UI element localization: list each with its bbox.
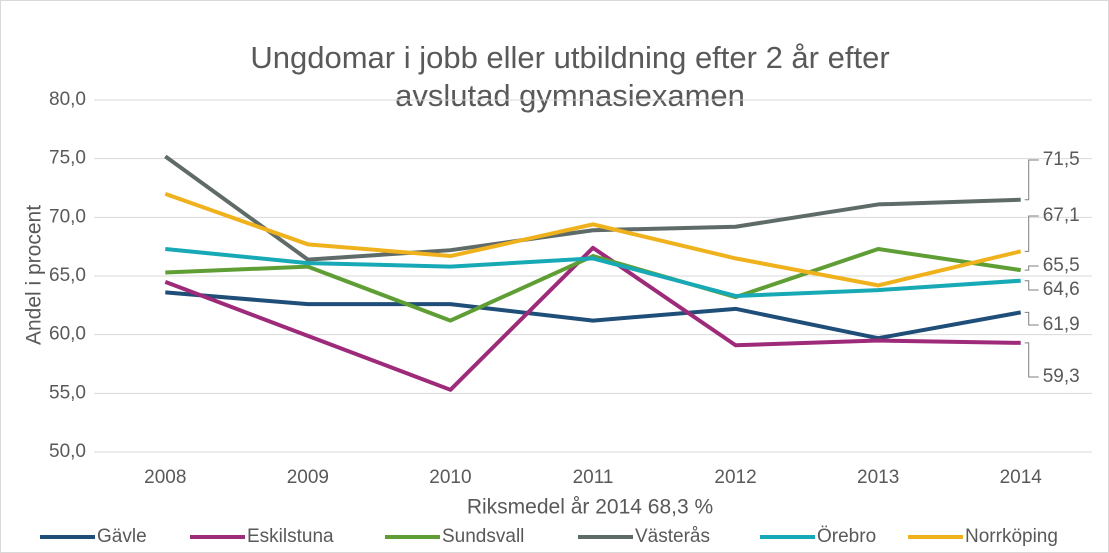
leader-line <box>1024 159 1039 201</box>
data-label: 67,1 <box>1043 205 1080 226</box>
leader-line <box>1024 265 1039 271</box>
x-tick-label: 2009 <box>287 467 329 488</box>
x-tick-label: 2012 <box>714 467 756 488</box>
y-tick-label: 75,0 <box>49 148 86 169</box>
data-label: 61,9 <box>1043 314 1080 335</box>
data-label: 59,3 <box>1043 366 1080 387</box>
chart-title: Ungdomar i jobb eller utbildning efter 2… <box>250 40 889 75</box>
series-line <box>165 247 1021 298</box>
leader-line <box>1024 342 1039 378</box>
y-tick-label: 60,0 <box>49 324 86 345</box>
legend-label: Norrköping <box>965 526 1058 547</box>
legend-label: Sundsvall <box>442 526 524 547</box>
series-line <box>164 154 1021 262</box>
y-tick-label: 50,0 <box>49 441 86 462</box>
y-tick-label: 80,0 <box>49 89 86 110</box>
data-label: 65,5 <box>1043 255 1080 276</box>
x-tick-label: 2013 <box>857 467 899 488</box>
legend-label: Gävle <box>97 526 147 547</box>
leader-line <box>1024 311 1039 326</box>
x-axis-label: Riksmedel år 2014 68,3 % <box>467 496 713 519</box>
x-tick-label: 2014 <box>1000 467 1043 488</box>
x-tick-label: 2011 <box>573 467 614 488</box>
legend-label: Västerås <box>635 526 710 547</box>
legend-label: Eskilstuna <box>247 526 334 547</box>
y-tick-label: 55,0 <box>49 382 86 403</box>
y-tick-label: 70,0 <box>49 206 86 227</box>
y-tick-label: 65,0 <box>49 265 86 286</box>
data-label: 64,6 <box>1043 279 1080 300</box>
series-line <box>165 290 1022 341</box>
series-line <box>164 191 1022 288</box>
legend-label: Örebro <box>817 526 876 547</box>
data-label: 71,5 <box>1043 149 1080 170</box>
series-line <box>164 245 1021 392</box>
leader-line <box>1024 280 1039 291</box>
x-tick-label: 2010 <box>429 467 471 488</box>
chart-title: avslutad gymnasiexamen <box>395 78 745 113</box>
series-line <box>165 247 1022 323</box>
x-tick-label: 2008 <box>144 467 186 488</box>
leader-line <box>1024 215 1039 252</box>
y-axis-label: Andel i procent <box>23 205 46 345</box>
